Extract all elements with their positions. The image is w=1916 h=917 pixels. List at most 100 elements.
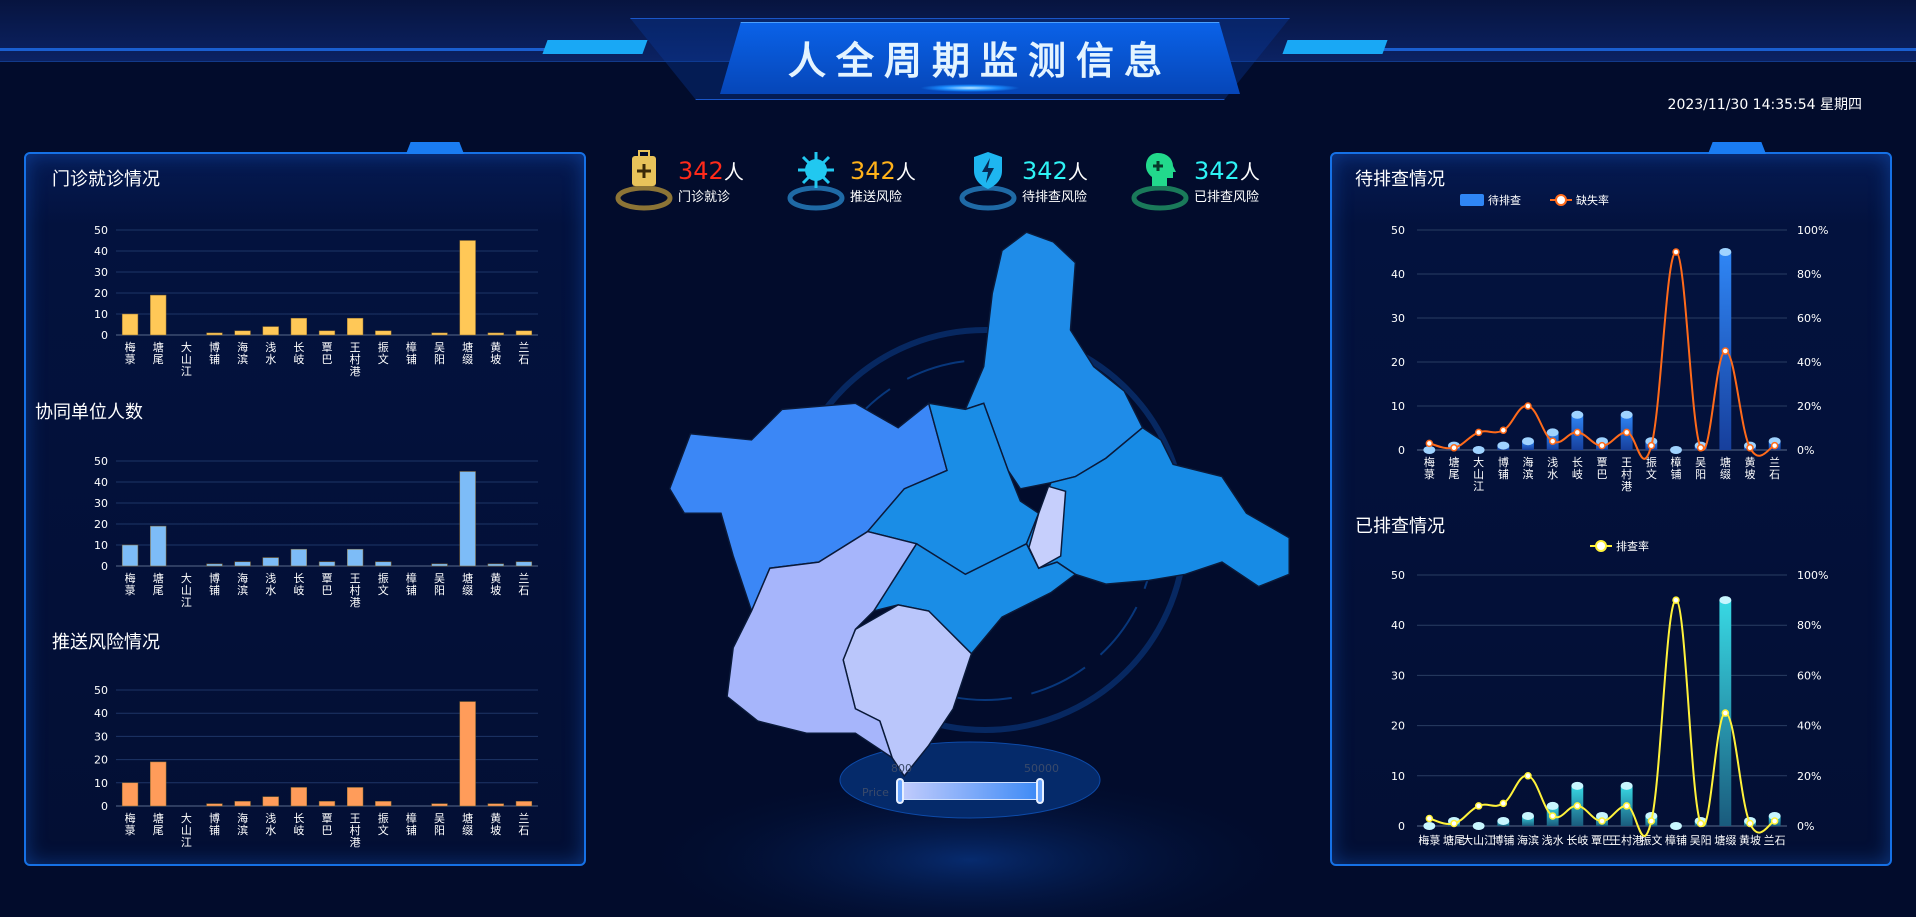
slider-handle-min[interactable] bbox=[896, 778, 904, 804]
x-tick-label: 海滨 bbox=[1517, 833, 1539, 847]
bar-王村港 bbox=[347, 787, 364, 807]
x-tick-label: 兰石 bbox=[1764, 834, 1786, 847]
title-glow bbox=[920, 84, 1020, 92]
x-tick-label: 振文 bbox=[1646, 455, 1657, 481]
bar-振文 bbox=[375, 561, 392, 567]
right-panel bbox=[1330, 142, 1892, 866]
x-tick-label: 塘尾 bbox=[153, 340, 164, 366]
bar-塘尾 bbox=[150, 761, 167, 807]
line-point-长岐 bbox=[1573, 428, 1582, 437]
bar-覃巴 bbox=[318, 561, 336, 567]
y-tick-label: 0 bbox=[101, 800, 108, 813]
y-tick-label: 40 bbox=[94, 245, 108, 258]
line-point-浅水 bbox=[1548, 812, 1557, 820]
x-tick-label: 海滨 bbox=[237, 340, 248, 366]
y-tick-label: 50 bbox=[1391, 224, 1405, 237]
bar-兰石 bbox=[515, 330, 533, 336]
stat-value: 342人 bbox=[850, 157, 916, 185]
x-tick-label: 振文 bbox=[378, 811, 389, 837]
bar-cap bbox=[1423, 822, 1436, 830]
visual-map-slider[interactable] bbox=[900, 782, 1040, 800]
bar-长岐 bbox=[290, 317, 307, 336]
bar-cap bbox=[1620, 410, 1633, 419]
line-series bbox=[1429, 599, 1776, 838]
stat-label: 待排查风险 bbox=[1022, 190, 1088, 205]
line-point-兰石 bbox=[1770, 817, 1779, 825]
stat-pending-risk: 342人 待排查风险 bbox=[956, 148, 1126, 212]
bar-cap bbox=[1670, 822, 1682, 830]
bar-cap bbox=[1571, 781, 1584, 790]
x-tick-label: 博铺 bbox=[209, 812, 220, 837]
y-tick-label: 50 bbox=[94, 224, 108, 237]
y-tick-label: 10 bbox=[94, 777, 108, 790]
bar-黄坡 bbox=[487, 332, 504, 336]
line-point-吴阳 bbox=[1696, 444, 1705, 452]
bar-cap bbox=[1472, 822, 1485, 830]
x-tick-label: 王村港 bbox=[1610, 833, 1643, 847]
line-point-黄坡 bbox=[1746, 819, 1754, 828]
y-tick-label: 10 bbox=[94, 539, 108, 552]
line-point-梅菉 bbox=[1425, 439, 1434, 448]
x-tick-label: 大山江 bbox=[181, 571, 192, 609]
y-tick-label: 30 bbox=[94, 730, 108, 743]
y-tick-label: 40 bbox=[1391, 268, 1405, 281]
bar-海滨 bbox=[1522, 815, 1534, 826]
bar-cap bbox=[1768, 437, 1781, 446]
y2-tick-label: 20% bbox=[1797, 770, 1821, 783]
y-tick-label: 50 bbox=[94, 684, 108, 697]
y2-tick-label: 20% bbox=[1797, 400, 1821, 413]
x-tick-label: 梅菉 bbox=[1424, 455, 1435, 481]
line-point-海滨 bbox=[1524, 772, 1532, 780]
slider-handle-max[interactable] bbox=[1036, 778, 1044, 804]
stat-value: 342人 bbox=[1022, 157, 1088, 185]
x-tick-label: 黄坡 bbox=[1739, 833, 1761, 847]
y2-tick-label: 40% bbox=[1797, 356, 1821, 369]
x-tick-label: 塘尾 bbox=[1449, 455, 1460, 481]
bar-振文 bbox=[375, 801, 392, 807]
map-base-glow bbox=[630, 770, 1310, 917]
y2-tick-label: 0% bbox=[1797, 820, 1814, 833]
bar-塘尾 bbox=[150, 294, 167, 336]
y2-tick-label: 0% bbox=[1797, 444, 1814, 457]
x-tick-label: 梅菉 bbox=[125, 811, 136, 837]
bar-博铺 bbox=[206, 803, 223, 807]
bar-cap bbox=[1522, 811, 1534, 820]
x-tick-label: 海滨 bbox=[1523, 455, 1534, 481]
x-tick-label: 塘尾 bbox=[1443, 833, 1465, 847]
stat-value: 342人 bbox=[1194, 157, 1260, 185]
bar-cap bbox=[1472, 446, 1485, 454]
chart-title-partner-units: 协同单位人数 bbox=[35, 402, 143, 423]
x-tick-label: 王村港 bbox=[350, 812, 361, 849]
line-point-塘缀 bbox=[1721, 347, 1730, 355]
x-tick-label: 塘缀 bbox=[1720, 455, 1731, 481]
medical-kit-icon bbox=[615, 150, 673, 211]
header-line-right bbox=[1360, 48, 1916, 51]
line-point-振文 bbox=[1647, 441, 1656, 450]
bar-cap bbox=[1596, 811, 1608, 820]
y-tick-label: 30 bbox=[94, 497, 108, 510]
line-point-兰石 bbox=[1770, 441, 1779, 450]
x-tick-label: 浅水 bbox=[1542, 834, 1564, 847]
x-tick-label: 覃巴 bbox=[1591, 834, 1613, 847]
bar-cap bbox=[1719, 596, 1732, 605]
x-tick-label: 长岐 bbox=[1566, 834, 1588, 847]
x-tick-label: 黄坡 bbox=[490, 340, 501, 366]
chart-title-outpatient: 门诊就诊情况 bbox=[52, 169, 160, 190]
line-point-博铺 bbox=[1499, 799, 1508, 808]
x-tick-label: 吴阳 bbox=[1695, 456, 1706, 481]
x-tick-label: 塘缀 bbox=[462, 340, 473, 366]
legend-platform bbox=[839, 741, 1101, 819]
bar-梅菉 bbox=[121, 544, 139, 567]
x-tick-label: 长岐 bbox=[293, 812, 304, 837]
bar-海滨 bbox=[234, 561, 251, 567]
x-tick-label: 长岐 bbox=[293, 572, 304, 597]
bar-覃巴 bbox=[318, 330, 336, 336]
x-tick-label: 振文 bbox=[378, 340, 389, 366]
x-tick-label: 浅水 bbox=[265, 812, 276, 837]
x-tick-label: 塘缀 bbox=[462, 811, 473, 837]
x-tick-label: 浅水 bbox=[1547, 456, 1558, 481]
line-point-梅菉 bbox=[1425, 814, 1434, 823]
bar-cap bbox=[1497, 441, 1510, 450]
bar-塘缀 bbox=[459, 701, 476, 807]
line-point-大山江 bbox=[1474, 428, 1483, 437]
